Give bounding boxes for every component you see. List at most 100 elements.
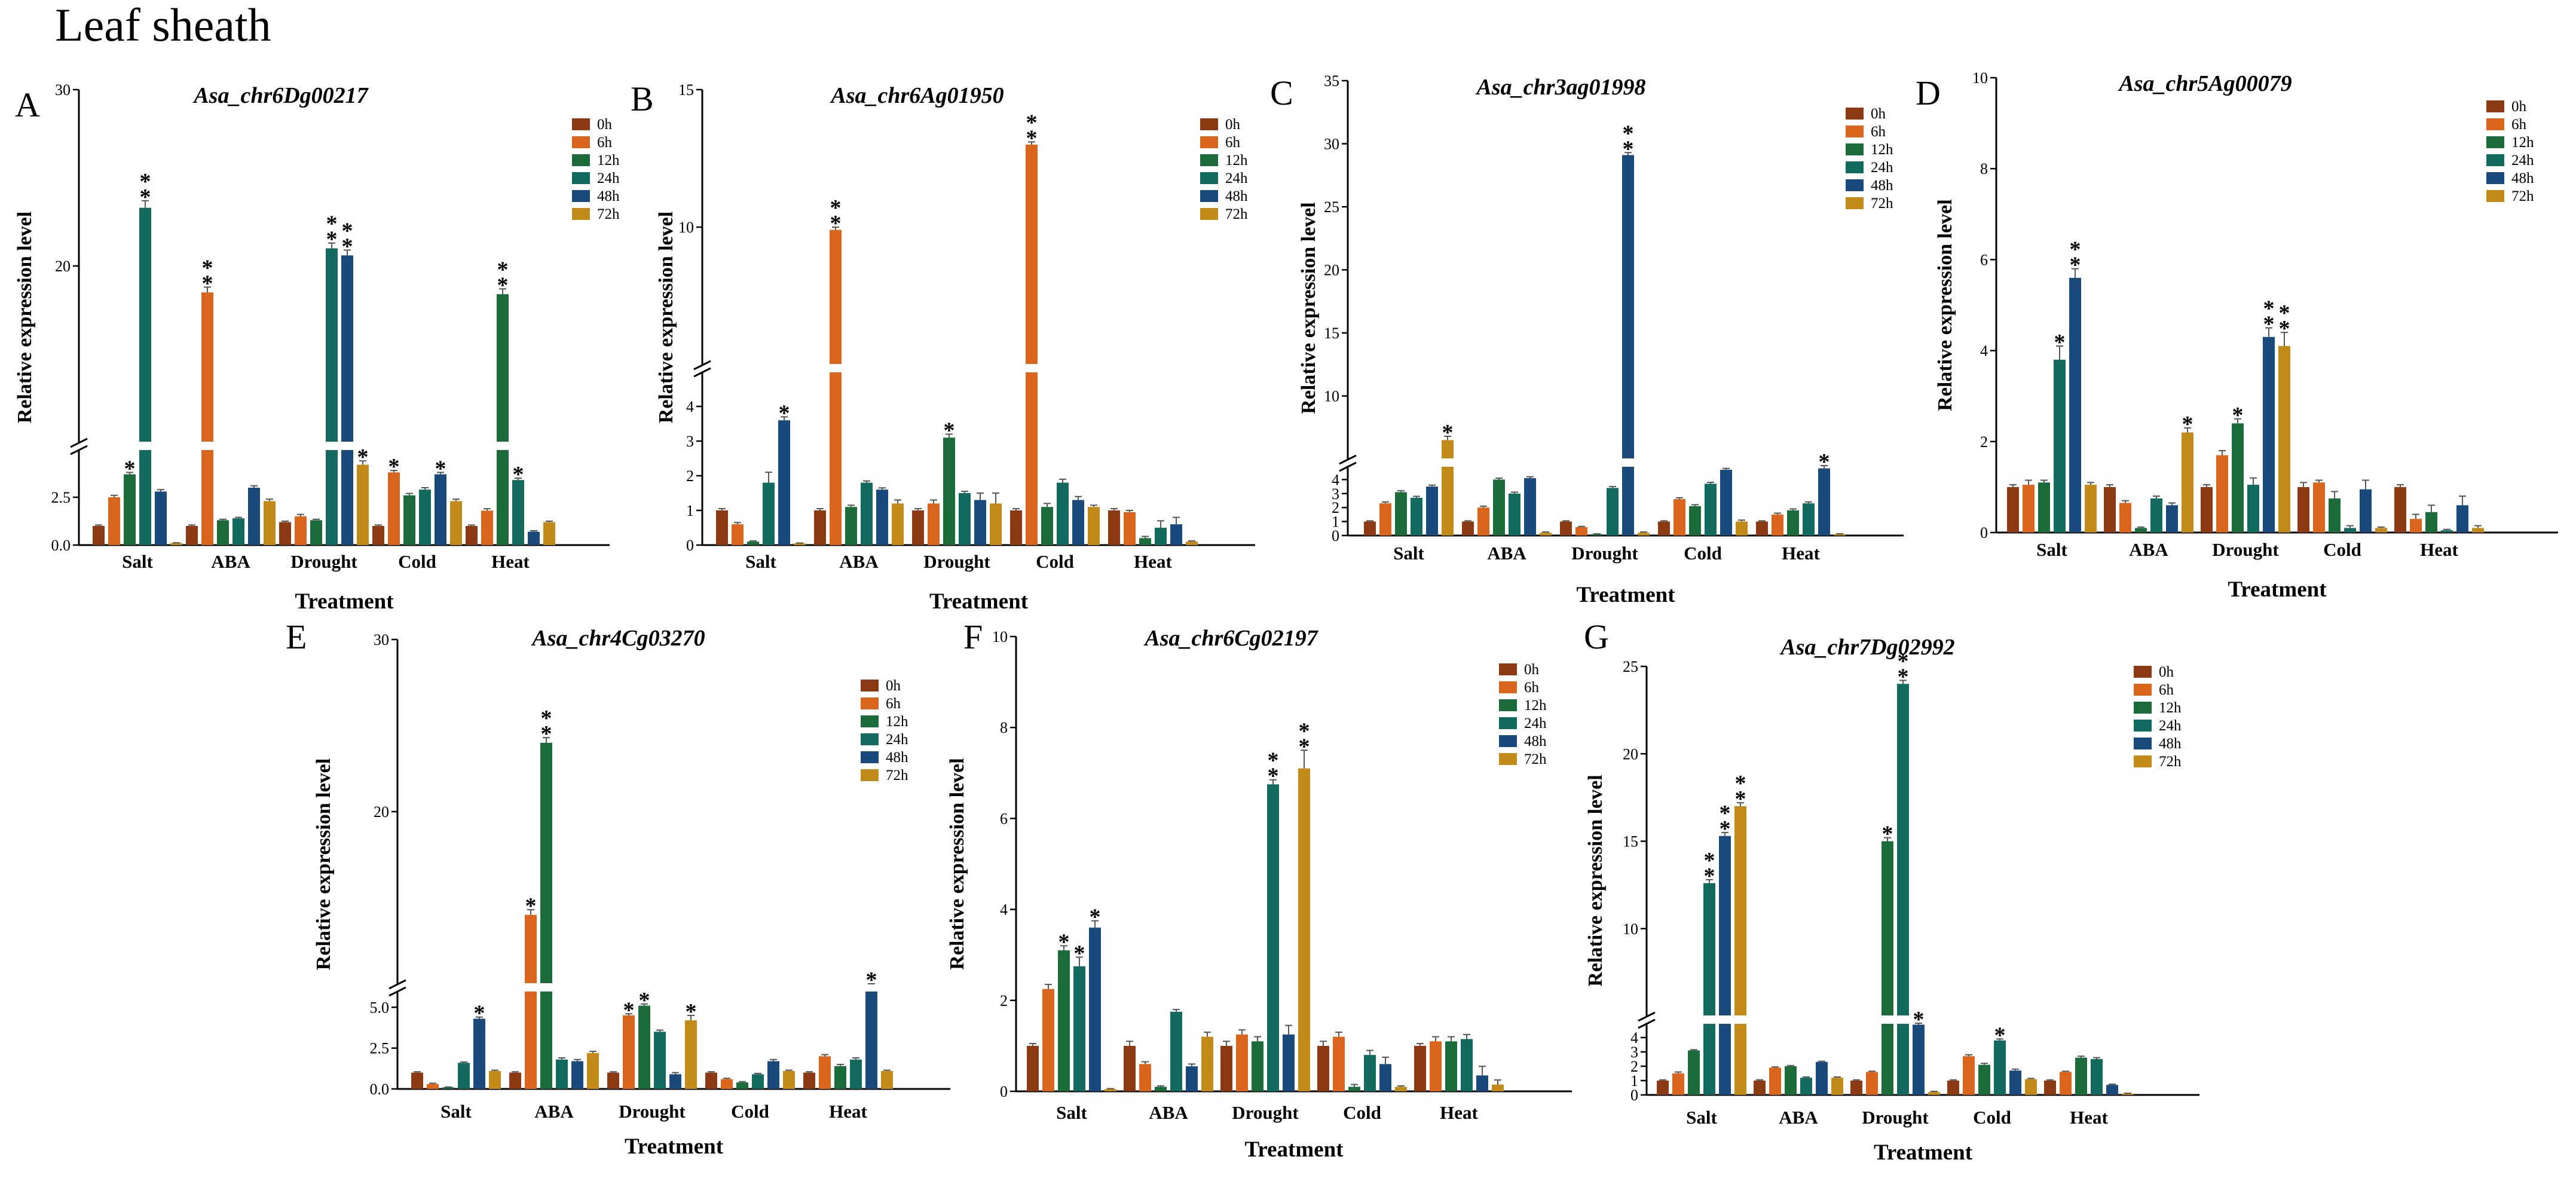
significance-mark: * — [779, 400, 790, 426]
bar — [509, 1072, 521, 1089]
bar — [623, 1015, 635, 1089]
x-axis-label: Treatment — [1244, 1137, 1344, 1162]
bar — [295, 516, 307, 545]
bar — [571, 1061, 583, 1089]
significance-mark: * — [2070, 237, 2081, 262]
significance-mark: * — [326, 212, 338, 237]
bar — [540, 742, 552, 1089]
significance-mark: * — [202, 255, 213, 280]
bar — [736, 1082, 748, 1089]
significance-mark: * — [1268, 748, 1279, 773]
bar — [1803, 503, 1815, 536]
bar — [716, 510, 728, 545]
x-axis-label: Treatment — [295, 589, 394, 614]
panel-label: C — [1270, 74, 1293, 112]
category-label: Heat — [1134, 551, 1172, 572]
panel-title: Asa_chr4Cg03270 — [531, 626, 705, 651]
significance-mark: * — [2054, 330, 2066, 355]
y-tick-label: 15 — [678, 81, 694, 99]
bar — [1430, 1041, 1442, 1091]
bar — [1155, 1087, 1167, 1091]
significance-mark: * — [497, 273, 509, 298]
legend-label: 0h — [886, 678, 901, 694]
bar — [1575, 527, 1587, 536]
bar — [217, 520, 229, 545]
bar — [2247, 485, 2259, 533]
significance-mark: * — [686, 999, 697, 1024]
legend-label: 24h — [1225, 170, 1248, 186]
bar — [1560, 521, 1572, 536]
legend-label: 12h — [597, 152, 620, 169]
axis-break-mark — [1339, 454, 1357, 465]
significance-mark: * — [474, 1001, 485, 1026]
y-tick-label: 0 — [1332, 527, 1339, 544]
bar — [2441, 530, 2453, 533]
bar — [1756, 521, 1768, 536]
bar — [473, 1018, 485, 1089]
legend-label: 24h — [2159, 718, 2182, 734]
panel-label: A — [15, 85, 40, 124]
y-tick-label: 6 — [1000, 810, 1008, 827]
legend-label: 48h — [1225, 188, 1248, 204]
bar — [763, 482, 775, 545]
bar — [1379, 503, 1391, 536]
significance-mark: * — [342, 218, 353, 243]
bar — [1476, 1075, 1488, 1091]
bar — [1414, 1045, 1426, 1091]
legend-label: 6h — [1871, 124, 1886, 140]
legend-label: 24h — [1871, 160, 1893, 176]
bar — [721, 1079, 733, 1089]
bar — [1719, 836, 1731, 1095]
bar — [767, 1061, 779, 1089]
panel-title: Asa_chr6Dg00217 — [192, 83, 369, 108]
bar — [1042, 989, 1054, 1091]
legend-swatch-48h — [2486, 172, 2504, 184]
bar — [1298, 768, 1310, 1091]
significance-mark: * — [2279, 316, 2290, 341]
bar — [2425, 512, 2437, 533]
bar — [1105, 1089, 1116, 1091]
y-tick-label: 0 — [1000, 1083, 1008, 1100]
panel-label: G — [1584, 617, 1609, 656]
bar — [2150, 498, 2162, 533]
y-tick-label: 1 — [686, 502, 694, 519]
bar — [2009, 1070, 2021, 1095]
y-tick-label: 15 — [1324, 325, 1339, 342]
bar — [1850, 1081, 1862, 1095]
bar-break-gap — [1880, 1015, 1895, 1024]
bar-break-gap — [1024, 364, 1039, 372]
axis-break-mark — [388, 986, 406, 997]
legend-swatch-6h — [861, 697, 879, 709]
y-tick-label: 30 — [374, 631, 389, 648]
bar — [814, 510, 826, 545]
bar — [705, 1072, 717, 1089]
significance-mark: * — [1268, 764, 1279, 789]
bar — [1124, 512, 1136, 545]
figure-title: Leaf sheath — [55, 0, 271, 51]
y-tick-label: 3 — [1630, 1044, 1638, 1061]
legend-label: 72h — [1871, 195, 1893, 212]
bar — [427, 1084, 439, 1089]
bar — [1252, 1041, 1263, 1091]
bar — [1088, 507, 1100, 545]
legend-swatch-48h — [1499, 735, 1517, 747]
bar — [865, 984, 877, 1089]
bar — [2360, 489, 2372, 533]
legend-swatch-0h — [2486, 100, 2504, 112]
legend-label: 12h — [1871, 142, 1893, 158]
bar — [1818, 468, 1830, 536]
y-tick-label: 4 — [1332, 471, 1339, 488]
category-label: ABA — [1487, 543, 1526, 564]
significance-mark: * — [1704, 864, 1715, 889]
bar — [1800, 1078, 1812, 1095]
bar — [2297, 487, 2309, 533]
y-tick-label: 25 — [1623, 658, 1638, 675]
legend-label: 72h — [886, 767, 908, 784]
bar — [279, 522, 291, 545]
bar — [2104, 487, 2116, 533]
significance-mark: * — [2279, 301, 2290, 326]
category-label: Drought — [1862, 1107, 1929, 1128]
significance-mark: * — [944, 418, 955, 443]
axis-break-mark — [70, 445, 88, 455]
